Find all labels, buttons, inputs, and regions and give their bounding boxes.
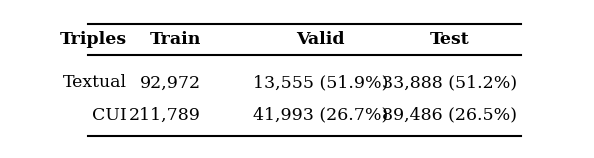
Text: 211,789: 211,789 bbox=[129, 107, 201, 124]
Text: Test: Test bbox=[429, 30, 469, 48]
Text: 33,888 (51.2%): 33,888 (51.2%) bbox=[382, 74, 517, 91]
Text: Valid: Valid bbox=[296, 30, 345, 48]
Text: Textual: Textual bbox=[63, 74, 127, 91]
Text: 89,486 (26.5%): 89,486 (26.5%) bbox=[382, 107, 517, 124]
Text: CUI: CUI bbox=[92, 107, 127, 124]
Text: Train: Train bbox=[150, 30, 201, 48]
Text: 13,555 (51.9%): 13,555 (51.9%) bbox=[253, 74, 388, 91]
Text: 41,993 (26.7%): 41,993 (26.7%) bbox=[253, 107, 388, 124]
Text: Triples: Triples bbox=[60, 30, 127, 48]
Text: 92,972: 92,972 bbox=[140, 74, 201, 91]
